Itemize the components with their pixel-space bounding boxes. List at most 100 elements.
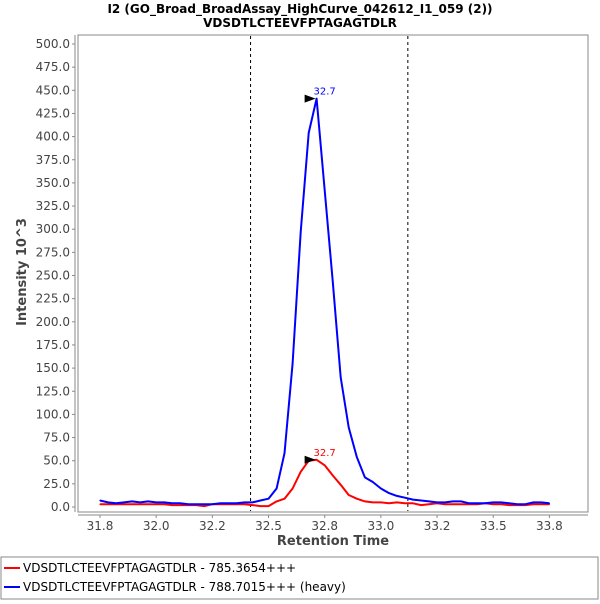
- y-tick-label: 175.0: [36, 338, 70, 352]
- data-point: [267, 498, 270, 500]
- data-point: [540, 501, 542, 503]
- data-point: [484, 502, 486, 504]
- peak-arrow-icon: [304, 94, 316, 103]
- peak-arrow-icon: [304, 455, 316, 464]
- data-point: [107, 503, 109, 505]
- y-tick-label: 50.0: [43, 454, 70, 468]
- data-point: [155, 501, 157, 503]
- x-axis: 31.8 32.0 32.2 32.5 32.8 33.0 33.2 33.5 33.8: [78, 514, 588, 533]
- data-point: [396, 501, 398, 503]
- data-point: [340, 376, 342, 378]
- data-point: [195, 503, 197, 505]
- legend-entry: VDSDTLCTEEVFPTAGAGTDLR - 788.7015+++ (he…: [23, 580, 346, 594]
- data-point: [348, 494, 350, 496]
- x-tick-label: 32.2: [199, 519, 226, 533]
- data-point: [235, 502, 237, 504]
- y-tick-label: 500.0: [36, 37, 70, 51]
- y-tick-label: 325.0: [36, 199, 70, 213]
- y-tick-label: 0.0: [51, 500, 70, 514]
- data-point: [308, 132, 310, 134]
- data-point: [516, 503, 518, 505]
- data-point: [428, 503, 430, 505]
- data-point: [324, 464, 326, 466]
- data-point: [163, 503, 165, 505]
- data-point: [468, 502, 470, 504]
- series-group: 32.7 32.7: [99, 87, 551, 508]
- data-point: [348, 426, 350, 428]
- x-tick-label: 33.5: [480, 519, 507, 533]
- data-point: [452, 500, 454, 503]
- data-point: [356, 456, 358, 458]
- y-tick-label: 25.0: [43, 477, 70, 491]
- data-point: [227, 502, 229, 504]
- data-point: [179, 502, 181, 504]
- data-point: [356, 498, 358, 500]
- data-point: [276, 500, 278, 503]
- data-point: [380, 487, 382, 490]
- y-tick-label: 250.0: [36, 269, 70, 283]
- y-tick-label: 200.0: [36, 315, 70, 329]
- data-point: [324, 189, 326, 191]
- data-point: [404, 502, 406, 504]
- peak-label: 32.7: [313, 448, 335, 459]
- data-point: [259, 505, 262, 507]
- data-point: [203, 505, 205, 507]
- data-point: [452, 503, 454, 505]
- data-point: [444, 503, 446, 505]
- y-tick-label: 400.0: [36, 130, 70, 144]
- y-tick-label: 75.0: [43, 431, 70, 445]
- data-point: [436, 501, 438, 503]
- y-tick-label: 425.0: [36, 106, 70, 120]
- y-tick-label: 225.0: [36, 292, 70, 306]
- data-point: [267, 505, 270, 507]
- data-point: [179, 504, 181, 506]
- data-point: [203, 503, 205, 505]
- x-axis-label: Retention Time: [277, 534, 389, 549]
- legend-box: [0, 556, 599, 600]
- y-tick-label: 100.0: [36, 407, 70, 421]
- data-point: [251, 501, 254, 503]
- integration-bounds: [250, 36, 409, 511]
- y-tick-label: 300.0: [36, 222, 70, 236]
- data-point: [548, 502, 551, 504]
- x-tick-label: 32.0: [143, 519, 170, 533]
- data-point: [171, 504, 173, 506]
- data-point: [420, 504, 422, 506]
- data-point: [155, 503, 157, 505]
- x-tick-label: 31.8: [87, 519, 114, 533]
- y-axis: 0.0 25.0 50.0 75.0 100.0 125.0 150.0 175.0 200.0…: [36, 35, 76, 514]
- data-point: [428, 500, 430, 503]
- x-tick-label: 32.5: [255, 519, 282, 533]
- legend: VDSDTLCTEEVFPTAGAGTDLR - 785.3654+++ VDSD…: [4, 561, 346, 594]
- data-point: [508, 504, 510, 506]
- data-point: [444, 501, 446, 503]
- data-point: [404, 497, 406, 499]
- data-point: [396, 495, 398, 497]
- data-point: [340, 484, 342, 486]
- data-point: [276, 487, 278, 490]
- data-point: [364, 500, 366, 503]
- data-point: [259, 499, 262, 502]
- data-point: [492, 503, 494, 505]
- data-point: [147, 500, 149, 503]
- data-point: [364, 476, 366, 478]
- peak-label: 32.7: [313, 87, 335, 98]
- data-point: [283, 498, 286, 500]
- data-point: [291, 487, 294, 490]
- y-tick-label: 475.0: [36, 60, 70, 74]
- data-point: [123, 501, 125, 503]
- data-point: [380, 501, 382, 503]
- data-point: [524, 503, 526, 505]
- data-point: [187, 503, 189, 505]
- data-point: [211, 503, 213, 505]
- data-point: [332, 474, 334, 477]
- data-point: [388, 492, 390, 494]
- y-tick-label: 375.0: [36, 153, 70, 167]
- data-point: [139, 501, 141, 503]
- data-point: [131, 503, 133, 505]
- x-tick-label: 32.8: [311, 519, 338, 533]
- data-point: [163, 501, 165, 503]
- y-tick-label: 275.0: [36, 245, 70, 259]
- y-tick-label: 150.0: [36, 361, 70, 375]
